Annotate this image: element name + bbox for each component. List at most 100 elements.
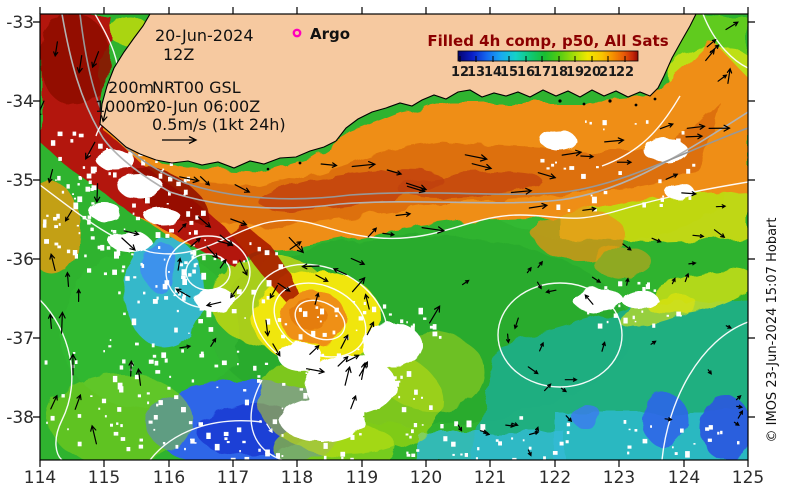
missing-data-pixel bbox=[122, 180, 127, 186]
contour-legend-block: 200m NRT00 GSL 1000m 20-Jun 06:00Z 0.5m/… bbox=[95, 78, 286, 145]
current-vector-arrow bbox=[177, 222, 187, 233]
missing-data-pixel bbox=[111, 229, 113, 232]
missing-data-pixel bbox=[190, 251, 194, 255]
missing-data-pixel bbox=[686, 168, 691, 174]
missing-data-pixel bbox=[120, 424, 123, 428]
missing-data-pixel bbox=[182, 293, 186, 297]
missing-data-pixel bbox=[122, 359, 126, 364]
missing-data-pixel bbox=[202, 255, 206, 261]
missing-data-pixel bbox=[155, 160, 158, 163]
current-vector-arrow bbox=[179, 176, 200, 184]
missing-data-pixel bbox=[216, 386, 219, 389]
missing-data-pixel bbox=[181, 296, 186, 301]
missing-data-pixel bbox=[87, 154, 90, 156]
current-vector-arrow bbox=[565, 415, 573, 423]
current-vector-arrow bbox=[737, 410, 744, 419]
missing-data-pixel bbox=[519, 416, 524, 420]
missing-data-pixel bbox=[98, 143, 103, 149]
missing-data-pixel bbox=[98, 407, 101, 410]
missing-data-pixel bbox=[198, 422, 203, 426]
missing-data-pixel bbox=[333, 401, 338, 406]
missing-data-pixel bbox=[58, 156, 62, 161]
missing-data-pixel bbox=[429, 325, 434, 329]
missing-data-pixel bbox=[480, 424, 486, 431]
current-vector-arrow bbox=[560, 387, 568, 393]
cb-tick-label: 16 bbox=[517, 65, 535, 80]
missing-data-pixel bbox=[183, 194, 186, 197]
current-vector-arrow bbox=[665, 173, 679, 180]
missing-data-pixel bbox=[244, 456, 250, 460]
missing-data-pixel bbox=[201, 210, 206, 216]
missing-data-pixel bbox=[162, 442, 166, 445]
missing-data-pixel bbox=[291, 422, 297, 429]
current-vector-arrow bbox=[351, 161, 377, 169]
gsl-time-label: 20-Jun 06:00Z bbox=[146, 97, 260, 116]
missing-data-pixel bbox=[272, 419, 278, 425]
missing-data-pixel bbox=[411, 358, 414, 361]
missing-data-pixel bbox=[214, 443, 220, 451]
missing-data-pixel bbox=[350, 457, 354, 460]
missing-data-pixel bbox=[276, 453, 280, 459]
missing-data-pixel bbox=[175, 444, 179, 449]
missing-data-pixel bbox=[103, 350, 105, 353]
missing-data-pixel bbox=[410, 325, 415, 332]
missing-data-pixel bbox=[158, 173, 163, 179]
missing-data-pixel bbox=[126, 447, 131, 452]
missing-data-pixel bbox=[244, 399, 249, 406]
missing-data-pixel bbox=[112, 375, 118, 383]
missing-data-pixel bbox=[134, 374, 139, 380]
missing-data-pixel bbox=[604, 295, 608, 299]
missing-data-pixel bbox=[44, 360, 48, 365]
current-vector-arrow bbox=[91, 51, 100, 69]
missing-data-pixel bbox=[305, 372, 308, 374]
missing-data-pixel bbox=[676, 311, 681, 317]
y-tick-label: -37 bbox=[6, 329, 34, 349]
current-vector-arrow bbox=[190, 237, 201, 247]
missing-data-pixel bbox=[498, 441, 502, 446]
current-vector-arrow bbox=[345, 354, 360, 363]
missing-data-pixel bbox=[440, 424, 444, 429]
missing-data-pixel bbox=[113, 172, 117, 178]
missing-data-pixel bbox=[173, 294, 176, 297]
missing-data-pixel bbox=[566, 431, 570, 435]
y-axis-labels: -33 -34 -35 -36 -37 -38 bbox=[6, 13, 34, 428]
missing-data-pixel bbox=[257, 246, 261, 252]
missing-data-pixel bbox=[119, 365, 124, 370]
missing-data-pixel bbox=[57, 175, 61, 181]
x-tick-label: 118 bbox=[281, 468, 313, 488]
missing-data-pixel bbox=[174, 327, 178, 333]
x-tick-label: 124 bbox=[668, 468, 700, 488]
current-vector-arrow bbox=[234, 184, 251, 193]
missing-data-pixel bbox=[77, 414, 82, 418]
current-vector-arrow bbox=[269, 285, 278, 299]
missing-data-pixel bbox=[192, 269, 196, 274]
missing-data-pixel bbox=[74, 254, 78, 259]
missing-data-pixel bbox=[183, 189, 188, 195]
missing-data-pixel bbox=[236, 289, 242, 295]
missing-data-pixel bbox=[72, 250, 78, 256]
missing-data-pixel bbox=[154, 360, 159, 366]
missing-data-pixel bbox=[143, 291, 146, 295]
current-vector-arrow bbox=[85, 141, 96, 161]
missing-data-pixel bbox=[382, 304, 387, 309]
missing-data-pixel bbox=[321, 438, 324, 442]
current-vector-arrow bbox=[205, 301, 222, 308]
missing-data-pixel bbox=[97, 245, 102, 250]
current-vector-arrow bbox=[725, 21, 739, 31]
missing-data-pixel bbox=[543, 456, 546, 460]
missing-data-pixel bbox=[628, 428, 631, 431]
current-vector-arrow bbox=[320, 162, 338, 168]
current-vector-arrow bbox=[601, 341, 606, 352]
missing-data-pixel bbox=[495, 439, 499, 442]
missing-data-pixel bbox=[322, 332, 327, 337]
current-vector-arrow bbox=[406, 185, 426, 194]
missing-data-pixel bbox=[214, 364, 219, 368]
current-vector-arrow bbox=[650, 340, 657, 345]
missing-data-pixel bbox=[411, 453, 416, 457]
missing-data-pixel bbox=[309, 429, 314, 434]
missing-data-pixel bbox=[416, 449, 420, 452]
current-vector-arrow bbox=[591, 276, 602, 283]
missing-data-pixel bbox=[361, 378, 364, 381]
missing-data-pixel bbox=[70, 139, 74, 143]
missing-data-pixel bbox=[112, 269, 117, 275]
